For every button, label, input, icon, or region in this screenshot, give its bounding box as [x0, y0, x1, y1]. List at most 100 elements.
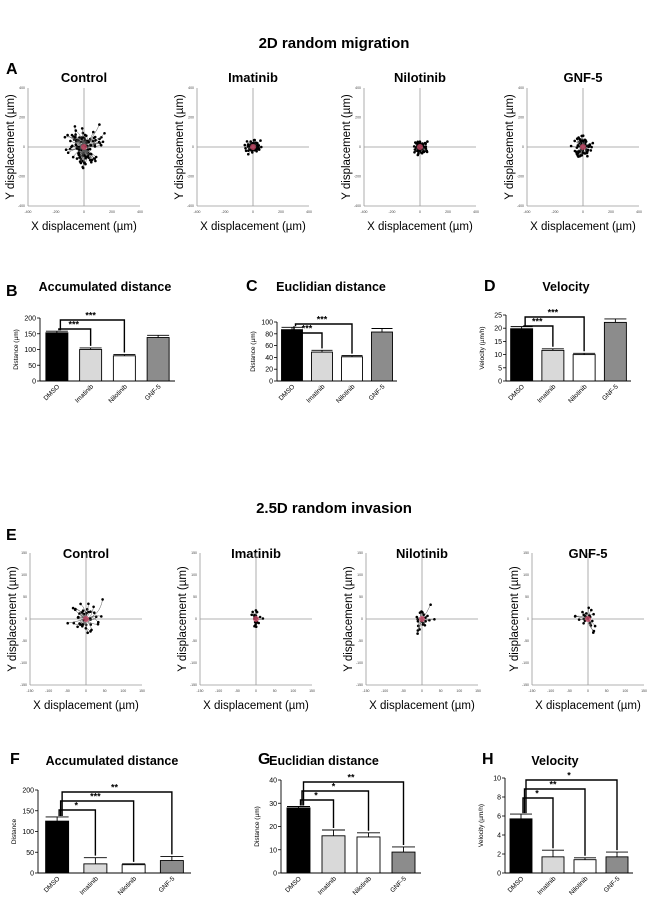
endpoint: [77, 152, 80, 155]
bar-chart-h: Velocity 0 2 4 6 8 10 Velocity (µm/h) DMSO Imatin…: [478, 754, 633, 897]
y-tick-label: -400: [187, 204, 194, 208]
bar-nilotinib: [121, 864, 146, 874]
y-tick-label: -400: [517, 204, 524, 208]
endpoint: [92, 136, 96, 140]
endpoint: [575, 137, 579, 140]
y-tick-label: 0: [269, 379, 273, 386]
endpoint: [581, 134, 585, 137]
panel-letter-f: F: [10, 751, 20, 768]
y-tick-label: 0: [25, 617, 27, 621]
scatter-title: Nilotinib: [394, 70, 446, 85]
endpoint: [423, 624, 427, 627]
endpoint: [413, 151, 416, 154]
bar-nilotinib: [573, 859, 597, 874]
endpoint: [78, 156, 82, 159]
endpoint: [260, 145, 263, 149]
significance-bracket: [61, 791, 173, 855]
y-tick-label: 50: [23, 595, 27, 599]
x-tick-label: 50: [605, 689, 609, 693]
section-title-25d: 2.5D random invasion: [256, 500, 412, 517]
x-tick-label: -100: [381, 689, 388, 693]
y-tick-label: 0: [23, 145, 25, 149]
bar-dmso: [45, 332, 69, 382]
y-tick-label: 200: [518, 116, 524, 120]
y-tick-label: 200: [22, 788, 34, 795]
category-label: Imatinib: [317, 875, 338, 896]
x-tick-label: 0: [255, 689, 257, 693]
category-label: Nilotinib: [352, 875, 374, 897]
y-tick-label: 10: [269, 847, 277, 854]
y-tick-label: 0: [273, 871, 277, 878]
endpoint: [96, 622, 100, 626]
y-axis-label: Distance (µm): [250, 331, 257, 372]
y-axis-label: Y displacement (µm): [177, 566, 189, 672]
scatter-title: Control: [61, 70, 107, 85]
category-label: DMSO: [43, 383, 62, 402]
endpoint: [66, 133, 69, 137]
origin-marker: [250, 144, 256, 150]
y-axis-label: Velocity (µm/h): [478, 804, 485, 847]
origin-marker: [417, 144, 423, 150]
endpoint: [93, 145, 97, 148]
origin-marker: [81, 144, 87, 150]
y-tick-label: 0: [527, 617, 529, 621]
y-tick-label: 4: [497, 833, 501, 840]
y-axis-label: Y displacement (µm): [343, 566, 355, 672]
significance-bracket: [522, 325, 554, 347]
x-tick-label: -400: [24, 210, 31, 214]
endpoint: [98, 137, 101, 141]
endpoint: [581, 610, 584, 614]
significance-label: ***: [85, 311, 96, 321]
section-title-2d: 2D random migration: [259, 35, 410, 52]
y-tick-label: 20: [269, 824, 277, 831]
bar-gnf5: [603, 321, 627, 382]
y-tick-label: 0: [195, 617, 197, 621]
y-tick-label: 100: [523, 573, 529, 577]
endpoint: [92, 605, 95, 609]
significance-label: ***: [317, 315, 328, 325]
x-tick-label: 150: [475, 689, 481, 693]
endpoint: [101, 140, 105, 144]
x-tick-label: 0: [582, 210, 584, 214]
endpoint: [100, 136, 103, 139]
chart-title: Euclidian distance: [269, 754, 379, 768]
y-tick-label: 50: [359, 595, 363, 599]
endpoint: [81, 166, 85, 170]
origin-marker: [585, 616, 591, 622]
endpoint: [81, 623, 84, 626]
endpoint: [591, 141, 595, 145]
significance-bracket: [294, 323, 353, 354]
endpoint: [587, 145, 590, 149]
category-label: Nilotinib: [567, 383, 589, 405]
scatter-plot-e-1: Control-150-150-100-100-50-5000505010010…: [7, 546, 145, 712]
endpoint: [569, 144, 573, 148]
y-tick-label: 50: [525, 595, 529, 599]
endpoint: [80, 127, 84, 130]
panel-letter-g: G: [258, 751, 270, 768]
significance-bracket: [523, 788, 586, 856]
y-axis-label: Distance (µm): [13, 329, 20, 370]
category-label: Imatinib: [536, 875, 557, 896]
endpoint: [422, 150, 426, 154]
endpoint: [425, 150, 429, 154]
x-tick-label: 0: [85, 689, 87, 693]
category-label: GNF-5: [144, 383, 163, 402]
scatter-title: Imatinib: [228, 70, 278, 85]
endpoint: [429, 603, 432, 606]
x-tick-label: 100: [456, 689, 462, 693]
bar-imatinib: [321, 835, 346, 874]
x-tick-label: -200: [52, 210, 59, 214]
endpoint: [250, 613, 253, 617]
bar-dmso: [509, 818, 533, 874]
y-tick-label: 150: [523, 551, 529, 555]
endpoint: [244, 149, 248, 153]
endpoint: [74, 129, 78, 132]
endpoint: [87, 602, 90, 606]
bar-nilotinib: [341, 356, 363, 382]
y-tick-label: 50: [193, 595, 197, 599]
bar-nilotinib: [112, 355, 136, 382]
scatter-plot-e-3: Nilotinib-150-150-100-100-50-50005050100…: [343, 546, 481, 712]
x-tick-label: 400: [473, 210, 479, 214]
significance-bracket: [524, 316, 585, 352]
